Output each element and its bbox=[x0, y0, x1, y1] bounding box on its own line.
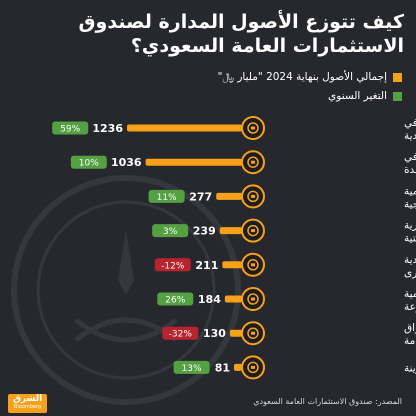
legend-orange-swatch bbox=[393, 73, 402, 82]
change-badge-label: 3% bbox=[163, 227, 178, 237]
bar bbox=[216, 192, 242, 200]
bar bbox=[229, 329, 242, 337]
category-label: الاستثمارات العالميةالاستراتيجية bbox=[404, 185, 416, 210]
category-label: الاستثمارات في الأسواقالعالمية العامة bbox=[404, 321, 416, 347]
change-badge bbox=[173, 360, 210, 374]
chart-row: 184 26% الاستثمارات العالميةالمتنوعة bbox=[157, 287, 416, 313]
legend-annual-change: التغير السنوي bbox=[328, 90, 402, 102]
bar-value-label: 1036 bbox=[111, 156, 142, 169]
chart-row: 211 -12% المشاريع السعوديةالكبرى bbox=[154, 252, 416, 279]
construction-icon bbox=[241, 218, 265, 243]
bar bbox=[222, 261, 242, 269]
change-badge bbox=[70, 155, 107, 169]
category-label: المشاريع العقاريةوالبنية التحتية bbox=[404, 220, 416, 245]
bar-value-label: 211 bbox=[195, 259, 218, 272]
change-badge bbox=[152, 224, 189, 238]
change-badge-label: 13% bbox=[182, 364, 202, 374]
change-badge bbox=[52, 121, 89, 135]
category-label: الاستثمارات فيالشركات السعودية bbox=[404, 117, 416, 142]
building-icon bbox=[241, 116, 265, 140]
bar-value-label: 1236 bbox=[92, 122, 123, 135]
category-label: محفظة الخزينة bbox=[404, 362, 416, 374]
change-badge-label: -32% bbox=[169, 330, 193, 340]
bar-value-label: 184 bbox=[198, 293, 221, 306]
bar bbox=[145, 158, 242, 166]
change-badge-label: -12% bbox=[161, 261, 185, 271]
asharq-bloomberg-logo: الشرق Bloomberg bbox=[8, 394, 48, 413]
category-label: الاستثمارات فيالقطاعات الواعدة bbox=[404, 151, 416, 176]
change-badge bbox=[157, 292, 194, 306]
legend-green-swatch bbox=[393, 91, 402, 101]
chart-row: 1236 59% الاستثمارات فيالشركات السعودية bbox=[52, 116, 416, 142]
bar bbox=[219, 227, 242, 235]
bar-value-label: 239 bbox=[193, 225, 216, 238]
rocket-icon bbox=[241, 252, 265, 277]
category-label: الاستثمارات العالميةالمتنوعة bbox=[404, 288, 416, 313]
change-badge bbox=[148, 189, 185, 203]
change-badge-label: 10% bbox=[79, 159, 99, 169]
diversified-icon bbox=[241, 287, 265, 311]
safe-icon bbox=[241, 355, 265, 380]
change-badge bbox=[154, 258, 191, 272]
legend-total-assets-label: إجمالي الأصول بنهاية 2024 "مليار ﷼" bbox=[217, 71, 387, 83]
change-badge-label: 11% bbox=[157, 193, 177, 203]
bar-value-label: 277 bbox=[189, 190, 212, 203]
chart-row: 130 -32% الاستثمارات في الأسواقالعالمية ال… bbox=[162, 321, 416, 347]
bar-value-label: 81 bbox=[215, 361, 230, 374]
change-badge bbox=[162, 326, 199, 340]
legend-annual-change-label: التغير السنوي bbox=[328, 90, 387, 102]
chart-row: 277 11% الاستثمارات العالميةالاستراتيجية bbox=[148, 184, 416, 210]
chart-row: 239 3% المشاريع العقاريةوالبنية التحتية bbox=[152, 218, 416, 245]
growth-chart-icon bbox=[241, 150, 265, 175]
category-label: المشاريع السعوديةالكبرى bbox=[404, 254, 416, 279]
bar bbox=[224, 295, 242, 303]
bar bbox=[234, 363, 242, 371]
chart-title: كيف تتوزع الأصول المدارة لصندوق الاستثما… bbox=[78, 11, 404, 57]
bar-value-label: 130 bbox=[203, 327, 226, 340]
globe-icon bbox=[241, 184, 265, 209]
legend-total-assets: إجمالي الأصول بنهاية 2024 "مليار ﷼" bbox=[218, 71, 402, 84]
chart-row: 81 13% محفظة الخزينة bbox=[173, 355, 416, 380]
source-note: المصدر: صندوق الاستثمارات العامة السعودي bbox=[253, 397, 402, 406]
chart-row: 1036 10% الاستثمارات فيالقطاعات الواعدة bbox=[70, 150, 416, 176]
change-badge-label: 59% bbox=[60, 125, 80, 135]
globe-market-icon bbox=[241, 321, 265, 346]
bar bbox=[127, 124, 242, 132]
change-badge-label: 26% bbox=[165, 296, 185, 306]
